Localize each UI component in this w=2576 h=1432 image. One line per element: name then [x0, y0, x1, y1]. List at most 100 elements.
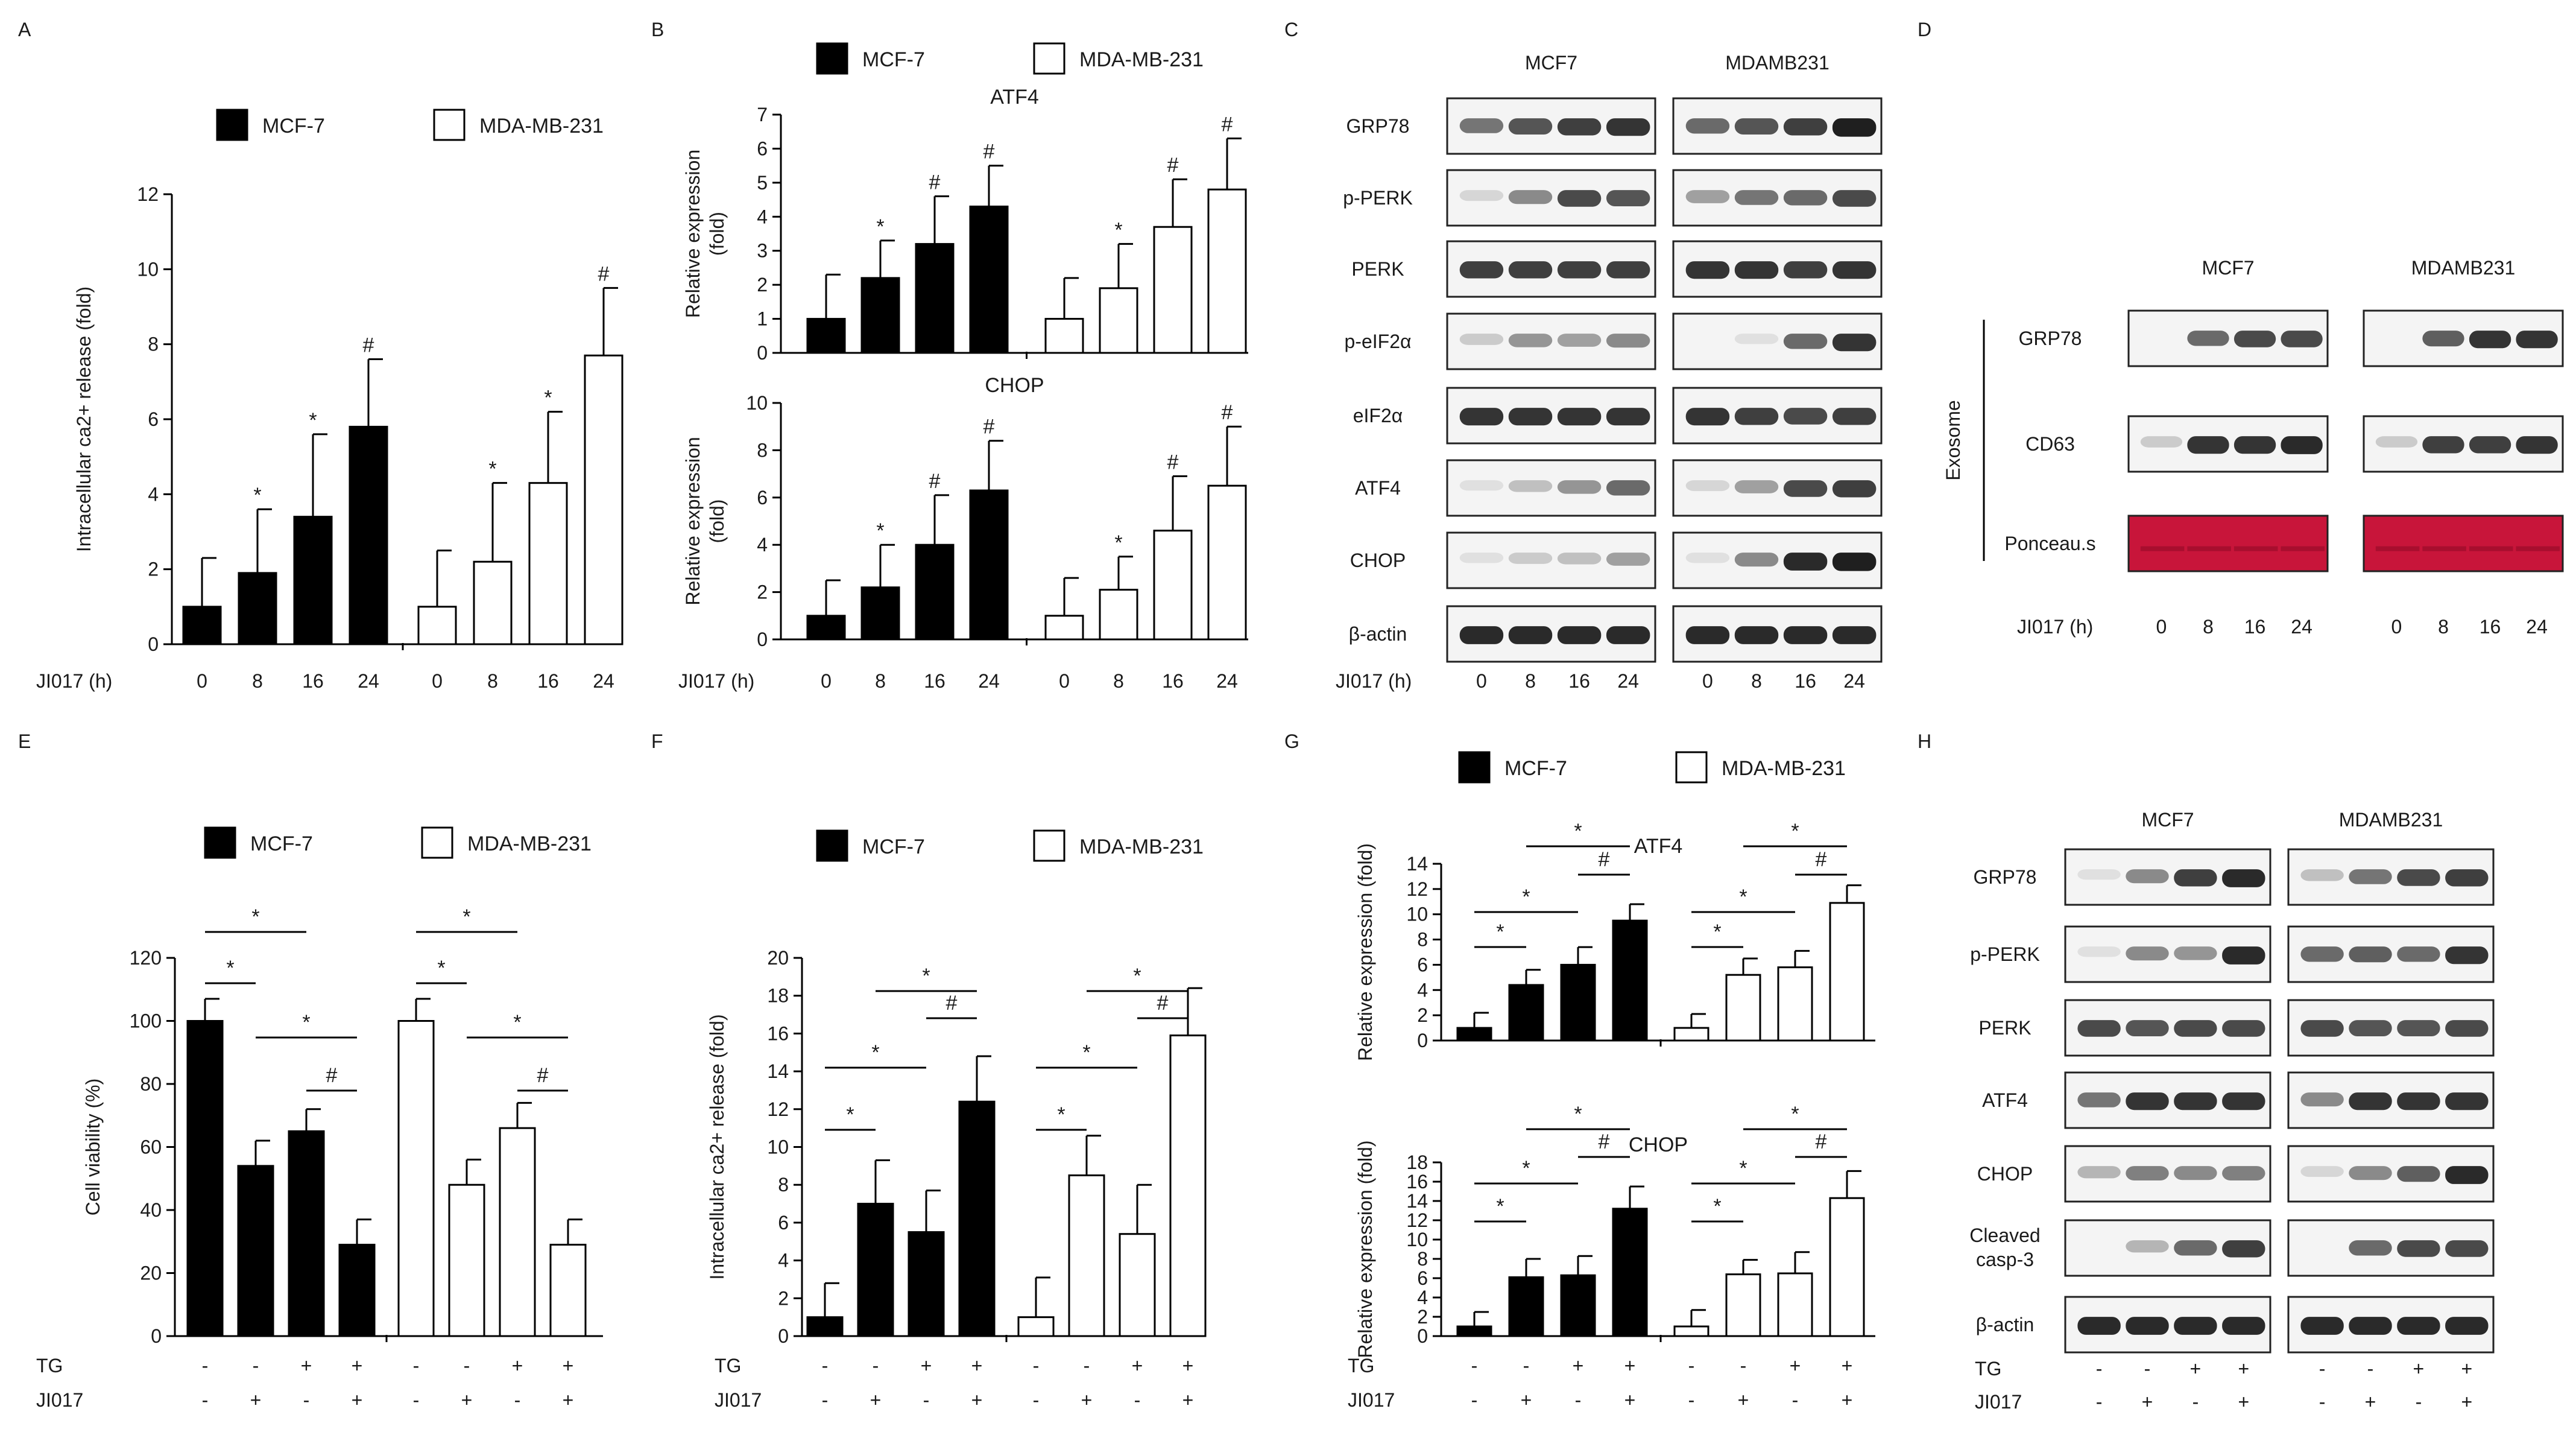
- legend-label-mda: MDA-MB-231: [479, 115, 604, 138]
- blot-lane-label: 24: [2291, 616, 2312, 638]
- significance-mark: #: [1222, 401, 1233, 424]
- legend-B: MCF-7 MDA-MB-231: [816, 42, 1204, 75]
- x-tick-label: 24: [1216, 670, 1238, 692]
- x-tick-label: +: [1132, 1355, 1143, 1377]
- blot-band: [2375, 436, 2418, 448]
- bracket-label: *: [462, 905, 470, 928]
- blot-band: [2445, 946, 2489, 965]
- legend-F: MCF-7 MDA-MB-231: [816, 829, 1204, 862]
- blot-band: [2174, 1240, 2217, 1256]
- blot-lane-label: +: [2461, 1391, 2472, 1413]
- y-tick-label: 60: [140, 1136, 162, 1158]
- y-tick-label: 4: [1417, 1287, 1428, 1308]
- blot-band: [1459, 261, 1504, 279]
- x-tick-label: +: [1624, 1355, 1636, 1377]
- bar-mda-1: [448, 1183, 485, 1337]
- blot-band: [2140, 546, 2185, 551]
- blot-column-label: MCF7: [1525, 52, 1577, 74]
- x-tick-label: -: [253, 1355, 259, 1377]
- blot-band: [1459, 334, 1504, 345]
- blot-band: [1606, 190, 1650, 206]
- blot-lane-label: -: [2144, 1358, 2151, 1380]
- blot-band: [1734, 408, 1779, 425]
- y-tick-label: 8: [778, 1174, 789, 1196]
- bar-mcf7-1: [860, 586, 900, 641]
- blot-band: [2422, 436, 2464, 454]
- bar-mcf7-2: [915, 543, 955, 641]
- blot-row-label: CHOP: [1977, 1163, 2033, 1185]
- x-tick-label: 8: [875, 670, 886, 692]
- blot-band: [2222, 1240, 2265, 1258]
- blot-band: [2516, 436, 2558, 454]
- blot-lane-label: 24: [1843, 670, 1865, 692]
- bracket-label: *: [1496, 920, 1504, 943]
- x-tick-label: +: [1738, 1389, 1749, 1411]
- blot-lane-label: 16: [1568, 670, 1590, 692]
- y-tick-label: 5: [757, 172, 768, 194]
- x-tick-label: 8: [1113, 670, 1124, 692]
- blot-band: [1832, 553, 1877, 571]
- y-tick-label: 1: [757, 308, 768, 330]
- blot-band: [2233, 436, 2276, 454]
- x-tick-label: 8: [487, 670, 498, 692]
- significance-mark: #: [598, 262, 610, 285]
- blot-band: [1832, 334, 1877, 352]
- blot-row-label: ATF4: [1982, 1089, 2028, 1111]
- legend-swatch-mda: [1033, 829, 1065, 862]
- blot-band: [2126, 1317, 2169, 1335]
- y-tick-label: 0: [757, 629, 768, 650]
- blot-band: [2126, 869, 2169, 884]
- blot-band: [1832, 626, 1877, 644]
- legend-label-mcf7: MCF-7: [862, 835, 925, 858]
- y-tick-label: 6: [778, 1212, 789, 1234]
- blot-band: [2397, 1317, 2440, 1335]
- legend-swatch-mda: [433, 109, 466, 141]
- bar-mda-2: [1153, 530, 1193, 641]
- legend-label-mda: MDA-MB-231: [1722, 757, 1846, 780]
- blot-band: [1557, 190, 1602, 207]
- blot-band: [2077, 1317, 2121, 1335]
- y-tick-label: 0: [1417, 1030, 1428, 1051]
- blot-lane-label: -: [2096, 1358, 2103, 1380]
- legend-swatch-mcf7: [1458, 751, 1491, 784]
- bracket-label: #: [326, 1064, 338, 1087]
- blot-band: [1459, 408, 1504, 426]
- bar-mda-0: [417, 606, 457, 645]
- y-tick-label: 12: [1406, 878, 1428, 900]
- blot-band: [1685, 626, 1730, 644]
- significance-mark: #: [363, 334, 374, 357]
- bracket-label: *: [1739, 1157, 1747, 1180]
- blot-band: [2349, 946, 2392, 963]
- significance-mark: *: [253, 484, 261, 507]
- chart-B-ATF4: 0 1 2 3 4 5 6 7 ATF4 Relative expression (fold) * # #…: [682, 86, 1248, 364]
- x-tick-label: 16: [1162, 670, 1184, 692]
- blot-row-label: p-PERK: [1343, 187, 1413, 209]
- blot-band: [1685, 190, 1730, 203]
- blot-band: [1508, 118, 1553, 135]
- blot-band: [2422, 331, 2464, 347]
- bar-mcf7-2: [1560, 963, 1596, 1042]
- y-tick-label: 0: [1417, 1325, 1428, 1347]
- blot-membrane: [2127, 515, 2329, 572]
- x-tick-label: +: [352, 1355, 363, 1377]
- legend-label-mcf7: MCF-7: [862, 48, 925, 71]
- bracket-label: *: [226, 957, 234, 980]
- x-tick-label: +: [512, 1355, 523, 1377]
- bar-mda-3: [1207, 484, 1247, 641]
- y-tick-label: 2: [778, 1287, 789, 1309]
- x-tick-label: -: [1471, 1389, 1478, 1411]
- y-tick-label: 0: [778, 1325, 789, 1347]
- blot-band: [1557, 480, 1602, 494]
- blot-band: [2445, 1240, 2489, 1257]
- blot-band: [1606, 626, 1650, 644]
- bar-mcf7-0: [1456, 1325, 1492, 1337]
- blot-x-row-label: JI017 (h): [1336, 670, 1412, 692]
- legend-E: MCF-7 MDA-MB-231: [204, 826, 592, 859]
- bar-mcf7-1: [237, 1165, 274, 1337]
- blot-lane-label: -: [2319, 1358, 2326, 1380]
- bar-mcf7-3: [969, 489, 1009, 641]
- x-tick-label: +: [1790, 1355, 1801, 1377]
- x-row-label: JI017: [715, 1389, 762, 1411]
- blot-band: [1508, 408, 1553, 426]
- blot-band: [1508, 480, 1553, 492]
